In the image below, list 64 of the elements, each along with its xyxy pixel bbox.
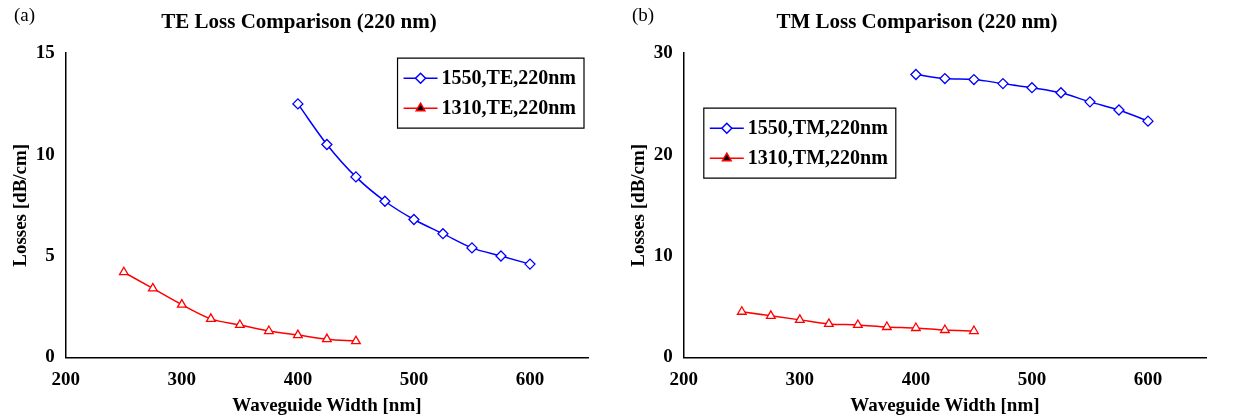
point	[292, 98, 304, 110]
point	[176, 299, 187, 308]
point	[147, 282, 158, 292]
point	[852, 319, 863, 329]
point	[292, 329, 303, 339]
legend-label: 1310,TE,220nm	[441, 96, 577, 119]
y-tick-label: 10	[35, 142, 55, 164]
y-tick-label: 20	[653, 142, 673, 164]
point	[968, 73, 980, 86]
point	[379, 195, 391, 207]
legend-label: 1550,TE,220nm	[441, 66, 577, 89]
point	[1084, 96, 1096, 108]
x-axis-title: Waveguide Width [nm]	[850, 393, 1040, 415]
y-tick-label: 0	[663, 345, 673, 367]
y-tick-label: 15	[35, 41, 55, 63]
point	[765, 310, 776, 319]
y-axis-title: Losses [dB/cm]	[9, 143, 31, 267]
point	[321, 138, 333, 151]
point	[350, 335, 361, 345]
point	[939, 324, 950, 334]
x-tick-label: 300	[785, 367, 815, 389]
y-axis-title: Losses [dB/cm]	[627, 143, 649, 267]
x-tick-label: 500	[399, 367, 429, 389]
point	[939, 72, 951, 85]
point	[736, 306, 747, 315]
point	[524, 258, 536, 270]
point	[234, 319, 245, 329]
x-tick-label: 500	[1017, 367, 1047, 389]
point	[263, 325, 274, 335]
point	[321, 333, 332, 343]
x-tick-label: 200	[51, 367, 81, 389]
y-tick-label: 10	[653, 243, 673, 265]
point	[968, 325, 979, 335]
point	[1026, 82, 1038, 94]
x-tick-label: 200	[669, 367, 699, 389]
x-axis-title: Waveguide Width [nm]	[232, 393, 422, 415]
point	[437, 228, 449, 240]
x-tick-label: 400	[283, 367, 313, 389]
x-tick-label: 600	[515, 367, 545, 389]
point	[1142, 115, 1154, 127]
point	[408, 213, 420, 226]
point	[205, 313, 216, 323]
point	[823, 318, 834, 328]
point	[881, 321, 892, 331]
text: (b)	[632, 4, 655, 26]
y-tick-label: 30	[653, 41, 673, 63]
legend-label: 1550,TM,220nm	[747, 116, 889, 139]
point	[997, 77, 1009, 90]
point	[350, 171, 362, 183]
x-tick-label: 400	[901, 367, 931, 389]
y-tick-label: 5	[45, 243, 55, 265]
point	[466, 242, 478, 254]
legend-label: 1310,TM,220nm	[747, 146, 889, 169]
y-tick-label: 0	[45, 345, 55, 367]
point	[794, 314, 805, 324]
point	[1055, 87, 1067, 99]
point	[910, 68, 922, 81]
chart-title: TE Loss Comparison (220 nm)	[161, 9, 437, 34]
point	[118, 266, 129, 276]
point	[910, 322, 921, 332]
x-tick-label: 300	[167, 367, 197, 389]
x-tick-label: 600	[1133, 367, 1163, 389]
text: (a)	[14, 4, 36, 26]
chart-title: TM Loss Comparison (220 nm)	[776, 9, 1058, 34]
